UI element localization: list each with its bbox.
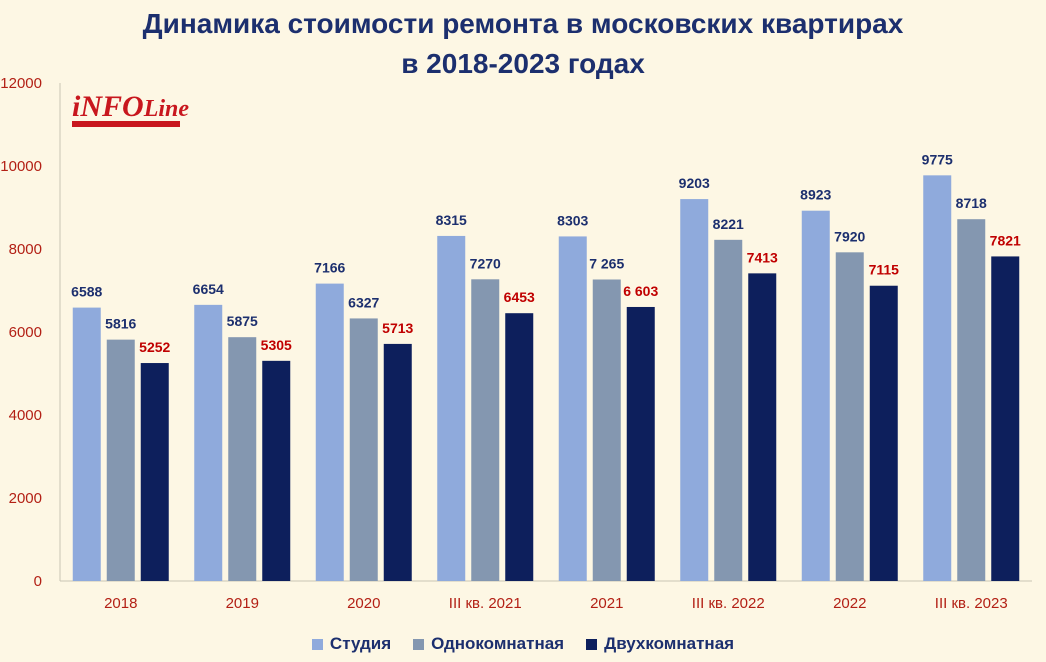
x-tick-label: 2019: [226, 595, 259, 612]
x-tick-label: III кв. 2021: [449, 595, 522, 612]
data-label: 5816: [105, 316, 136, 332]
y-tick-label: 10000: [0, 158, 42, 175]
data-label: 5713: [382, 320, 413, 336]
bar: [140, 363, 169, 581]
infoline-logo: iNFOLine: [72, 92, 189, 132]
bar: [957, 219, 986, 581]
data-label: 7270: [470, 255, 501, 271]
data-label: 6327: [348, 294, 379, 310]
x-tick-label: 2022: [833, 595, 866, 612]
legend-item: Однокомнатная: [413, 634, 564, 654]
bar: [383, 343, 412, 581]
bar: [437, 235, 466, 582]
data-label: 5305: [261, 337, 292, 353]
data-label: 9775: [922, 151, 953, 167]
x-tick-label: 2020: [347, 595, 380, 612]
y-tick-label: 12000: [0, 75, 42, 92]
data-label: 6654: [193, 281, 224, 297]
data-label: 9203: [679, 175, 710, 191]
chart-title: Динамика стоимости ремонта в московских …: [0, 4, 1046, 84]
x-tick-label: 2018: [104, 595, 137, 612]
bar: [680, 199, 709, 581]
data-label: 6453: [504, 289, 535, 305]
legend-label: Студия: [329, 634, 392, 653]
data-label: 7115: [869, 262, 900, 278]
data-label: 7413: [747, 249, 778, 265]
data-label: 7920: [834, 228, 865, 244]
legend-label: Однокомнатная: [431, 634, 565, 653]
bar: [714, 239, 743, 582]
data-label: 8315: [436, 212, 467, 228]
bar: [505, 313, 534, 581]
bar: [801, 210, 830, 581]
bar: [349, 318, 378, 581]
bar: [592, 279, 621, 581]
data-label: 7 265: [589, 256, 624, 272]
data-label: 7166: [314, 260, 345, 276]
bar: [315, 283, 344, 581]
bar: [991, 256, 1020, 581]
bar: [471, 279, 500, 581]
chart-legend: Студия Однокомнатная Двухкомнатная: [0, 632, 1046, 656]
x-tick-label: 2021: [590, 595, 623, 612]
bar: [106, 339, 135, 581]
data-label: 8221: [713, 216, 744, 232]
bar: [869, 285, 898, 581]
y-tick-label: 6000: [9, 324, 42, 341]
data-label: 8303: [557, 212, 588, 228]
data-label: 6588: [71, 284, 102, 300]
logo-bar: [72, 121, 180, 127]
data-label: 8718: [956, 195, 987, 211]
bar: [835, 252, 864, 581]
bar: [558, 236, 587, 581]
bar: [748, 273, 777, 581]
chart-title-line1: Динамика стоимости ремонта в московских …: [142, 8, 904, 39]
bar: [262, 360, 291, 581]
logo-text: iNFOLine: [72, 90, 190, 123]
chart-title-line2: в 2018-2023 годах: [401, 48, 645, 79]
data-label: 7821: [990, 232, 1021, 248]
data-label: 8923: [800, 187, 831, 203]
x-tick-label: III кв. 2022: [692, 595, 765, 612]
legend-swatch: [586, 638, 598, 650]
legend-item: Студия: [311, 634, 392, 654]
y-tick-label: 8000: [9, 241, 42, 258]
legend-swatch: [413, 638, 425, 650]
y-tick-label: 0: [34, 573, 42, 590]
bar: [194, 304, 223, 581]
bar: [72, 307, 101, 581]
bar: [228, 337, 257, 581]
y-tick-label: 2000: [9, 490, 42, 507]
legend-label: Двухкомнатная: [604, 634, 735, 653]
x-tick-label: III кв. 2023: [935, 595, 1008, 612]
bar: [626, 306, 655, 581]
y-tick-label: 4000: [9, 407, 42, 424]
data-label: 6 603: [623, 283, 658, 299]
bar: [923, 175, 952, 581]
legend-item: Двухкомнатная: [586, 634, 734, 654]
data-label: 5252: [139, 339, 170, 355]
data-label: 5875: [227, 313, 258, 329]
legend-swatch: [311, 638, 323, 650]
